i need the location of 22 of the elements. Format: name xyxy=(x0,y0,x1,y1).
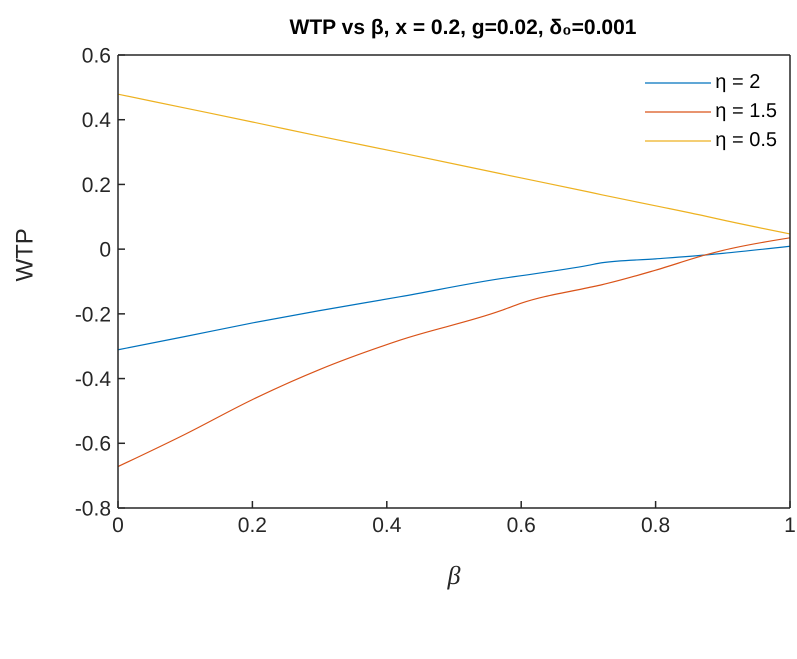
x-tick-label: 0.6 xyxy=(506,514,536,537)
y-tick-label: 0.6 xyxy=(82,44,111,68)
line-series xyxy=(118,94,790,235)
y-tick-label: 0.2 xyxy=(82,174,111,197)
y-tick-label: -0.2 xyxy=(74,303,111,326)
chart-title: WTP vs β, x = 0.2, g=0.02, δ₀=0.001 xyxy=(290,16,637,39)
line-series xyxy=(118,237,790,468)
x-tick-label: 0.2 xyxy=(238,514,267,537)
y-tick-label: -0.6 xyxy=(74,432,111,456)
y-tick-label: 0.4 xyxy=(82,109,112,132)
y-tick-label: -0.8 xyxy=(74,497,111,520)
legend-label: η = 2 xyxy=(715,70,760,95)
x-tick-label: 0.4 xyxy=(372,514,402,537)
legend-label: η = 0.5 xyxy=(715,128,777,153)
line-series xyxy=(118,246,790,350)
y-axis-title: WTP xyxy=(12,228,39,282)
x-tick-label: 0.8 xyxy=(641,514,670,537)
legend-label: η = 1.5 xyxy=(715,99,777,124)
x-axis-title: β xyxy=(446,561,461,590)
y-tick-label: -0.4 xyxy=(74,368,112,392)
x-tick-label: 1 xyxy=(784,514,796,537)
y-tick-label: 0 xyxy=(99,238,111,262)
